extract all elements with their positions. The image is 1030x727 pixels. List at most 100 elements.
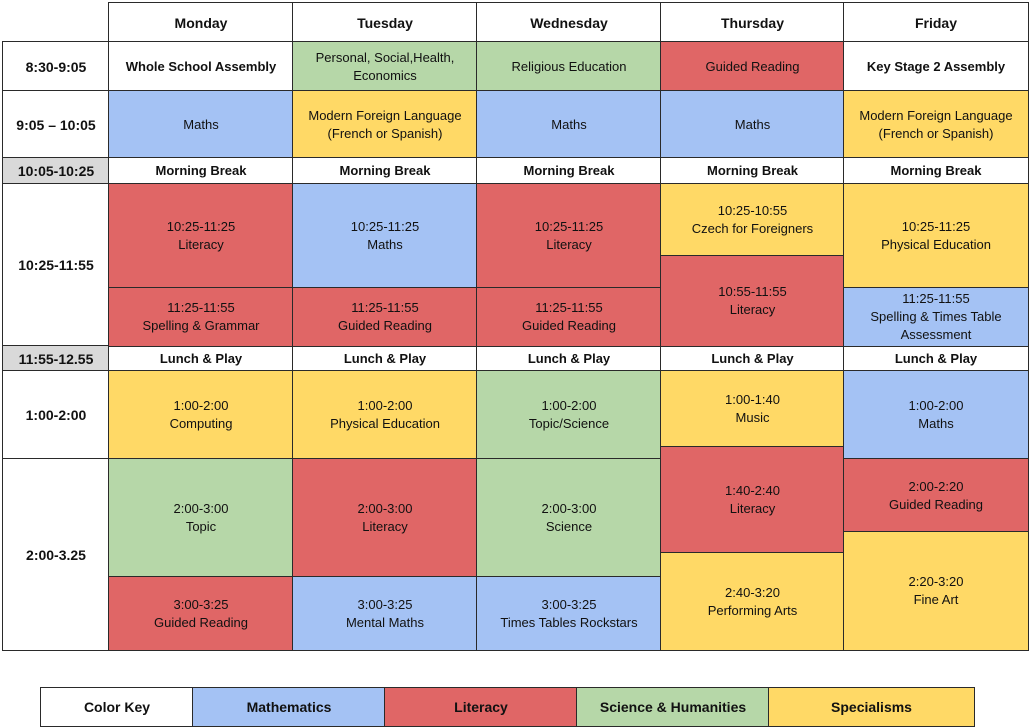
lesson-time: 10:25-11:25 bbox=[166, 219, 236, 234]
lesson-cell: Modern Foreign Language (French or Spani… bbox=[843, 90, 1029, 159]
lesson-subject: Spelling & Grammar bbox=[142, 318, 260, 333]
time-slot: 9:05 – 10:05 bbox=[2, 90, 110, 159]
lunch-play: Lunch & Play bbox=[660, 345, 845, 372]
lesson-block: 10:25-11:25 Literacy bbox=[108, 183, 294, 289]
lesson-block: 11:25-11:55 Spelling & Grammar bbox=[108, 287, 294, 347]
lesson-block: 1:00-2:00 Maths bbox=[843, 370, 1029, 460]
lesson-block: 1:00-1:40 Music bbox=[660, 370, 845, 448]
lesson-subject: Literacy bbox=[729, 302, 776, 317]
lesson-subject: Literacy bbox=[546, 237, 592, 252]
lesson-block: 3:00-3:25 Guided Reading bbox=[108, 576, 294, 651]
lesson-block: 10:25-11:25 Physical Education bbox=[843, 183, 1029, 289]
lesson-time: 10:25-11:25 bbox=[534, 219, 604, 234]
lesson-time: 3:00-3:25 bbox=[541, 596, 597, 612]
lesson-subject: Maths bbox=[918, 416, 954, 431]
time-slot: 10:25-11:55 bbox=[2, 183, 110, 347]
lesson-subject: Maths bbox=[367, 237, 403, 252]
lesson-block: 2:20-3:20 Fine Art bbox=[843, 531, 1029, 651]
lesson-subject: Guided Reading bbox=[889, 496, 983, 512]
day-header-monday: Monday bbox=[108, 2, 294, 43]
lesson-block: 10:25-10:55 Czech for Foreigners bbox=[660, 183, 845, 257]
lesson-subject: Times Tables Rockstars bbox=[500, 614, 638, 630]
color-key-mathematics: Mathematics bbox=[192, 687, 386, 727]
morning-break: Morning Break bbox=[476, 157, 662, 185]
lesson-time: 2:40-3:20 bbox=[725, 584, 780, 600]
day-header-friday: Friday bbox=[843, 2, 1029, 43]
lesson-subject: Physical Education bbox=[881, 237, 991, 252]
lunch-play: Lunch & Play bbox=[108, 345, 294, 372]
lesson-block: 1:00-2:00 Physical Education bbox=[292, 370, 478, 460]
color-key-literacy: Literacy bbox=[384, 687, 578, 727]
lesson-subject: Guided Reading bbox=[154, 614, 248, 630]
lesson-block: 1:00-2:00 Topic/Science bbox=[476, 370, 662, 460]
lesson-time: 10:55-11:55 bbox=[718, 284, 787, 299]
lesson-subject: Literacy bbox=[178, 237, 224, 252]
lesson-subject: Czech for Foreigners bbox=[691, 221, 814, 236]
lesson-block: 10:55-11:55 Literacy bbox=[660, 255, 845, 347]
lesson-subject: Guided Reading bbox=[522, 318, 616, 333]
morning-break: Morning Break bbox=[843, 157, 1029, 185]
lesson-cell: Religious Education bbox=[476, 41, 662, 92]
color-key-label: Color Key bbox=[40, 687, 194, 727]
day-header-wednesday: Wednesday bbox=[476, 2, 662, 43]
lesson-block: 2:00-3:00 Topic bbox=[108, 458, 294, 578]
lesson-block: 1:40-2:40 Literacy bbox=[660, 446, 845, 554]
lesson-block: 10:25-11:25 Literacy bbox=[476, 183, 662, 289]
lesson-block: 11:25-11:55 Spelling & Times Table Assess… bbox=[843, 287, 1029, 347]
lesson-time: 1:00-2:00 bbox=[908, 398, 964, 413]
lesson-cell: Personal, Social,Health, Economics bbox=[292, 41, 478, 92]
lesson-subject: Literacy bbox=[729, 501, 776, 516]
lesson-time: 3:00-3:25 bbox=[173, 596, 229, 612]
time-slot: 8:30-9:05 bbox=[2, 41, 110, 92]
time-slot: 1:00-2:00 bbox=[2, 370, 110, 460]
lesson-block: 11:25-11:55 Guided Reading bbox=[476, 287, 662, 347]
lesson-block: 3:00-3:25 Mental Maths bbox=[292, 576, 478, 651]
lesson-subject: Performing Arts bbox=[707, 602, 798, 618]
lesson-cell: Guided Reading bbox=[660, 41, 845, 92]
time-slot-break: 10:05-10:25 bbox=[2, 157, 110, 185]
color-key-specialisms: Specialisms bbox=[768, 687, 975, 727]
lesson-block: 2:00-2:20 Guided Reading bbox=[843, 458, 1029, 533]
lunch-play: Lunch & Play bbox=[292, 345, 478, 372]
time-slot-lunch: 11:55-12.55 bbox=[2, 345, 110, 372]
morning-break: Morning Break bbox=[108, 157, 294, 185]
lesson-time: 11:25-11:55 bbox=[167, 300, 235, 315]
lesson-subject: Science bbox=[545, 519, 593, 534]
lesson-time: 10:25-11:25 bbox=[901, 219, 971, 234]
lunch-play: Lunch & Play bbox=[476, 345, 662, 372]
lesson-cell: Key Stage 2 Assembly bbox=[843, 41, 1029, 92]
lesson-subject: Music bbox=[735, 410, 770, 425]
time-slot: 2:00-3.25 bbox=[2, 458, 110, 651]
lesson-block: 2:40-3:20 Performing Arts bbox=[660, 552, 845, 651]
lesson-block: 11:25-11:55 Guided Reading bbox=[292, 287, 478, 347]
lesson-time: 3:00-3:25 bbox=[357, 596, 413, 612]
lesson-subject: Physical Education bbox=[330, 416, 440, 431]
lesson-time: 2:00-3:00 bbox=[541, 501, 597, 516]
lesson-subject: Spelling & Times Table Assessment bbox=[870, 309, 1002, 342]
lesson-block: 2:00-3:00 Literacy bbox=[292, 458, 478, 578]
lesson-time: 2:00-3:00 bbox=[357, 501, 413, 516]
lesson-subject: Guided Reading bbox=[338, 318, 432, 333]
lunch-play: Lunch & Play bbox=[843, 345, 1029, 372]
lesson-cell: Whole School Assembly bbox=[108, 41, 294, 92]
day-header-thursday: Thursday bbox=[660, 2, 845, 43]
lesson-time: 2:20-3:20 bbox=[908, 574, 964, 589]
lesson-block: 1:00-2:00 Computing bbox=[108, 370, 294, 460]
lesson-time: 10:25-10:55 bbox=[717, 203, 788, 218]
morning-break: Morning Break bbox=[292, 157, 478, 185]
morning-break: Morning Break bbox=[660, 157, 845, 185]
lesson-subject: Topic bbox=[185, 519, 217, 534]
lesson-block: 10:25-11:25 Maths bbox=[292, 183, 478, 289]
lesson-time: 11:25-11:55 bbox=[351, 300, 419, 315]
lesson-subject: Fine Art bbox=[913, 592, 959, 607]
lesson-cell: Maths bbox=[476, 90, 662, 159]
lesson-time: 10:25-11:25 bbox=[350, 219, 420, 234]
lesson-subject: Literacy bbox=[362, 519, 408, 534]
lesson-block: 2:00-3:00 Science bbox=[476, 458, 662, 578]
lesson-block: 3:00-3:25 Times Tables Rockstars bbox=[476, 576, 662, 651]
lesson-cell: Maths bbox=[660, 90, 845, 159]
lesson-time: 2:00-3:00 bbox=[173, 501, 229, 516]
color-key-science-humanities: Science & Humanities bbox=[576, 687, 770, 727]
lesson-subject: Topic/Science bbox=[528, 416, 610, 431]
lesson-subject: Mental Maths bbox=[345, 614, 425, 630]
